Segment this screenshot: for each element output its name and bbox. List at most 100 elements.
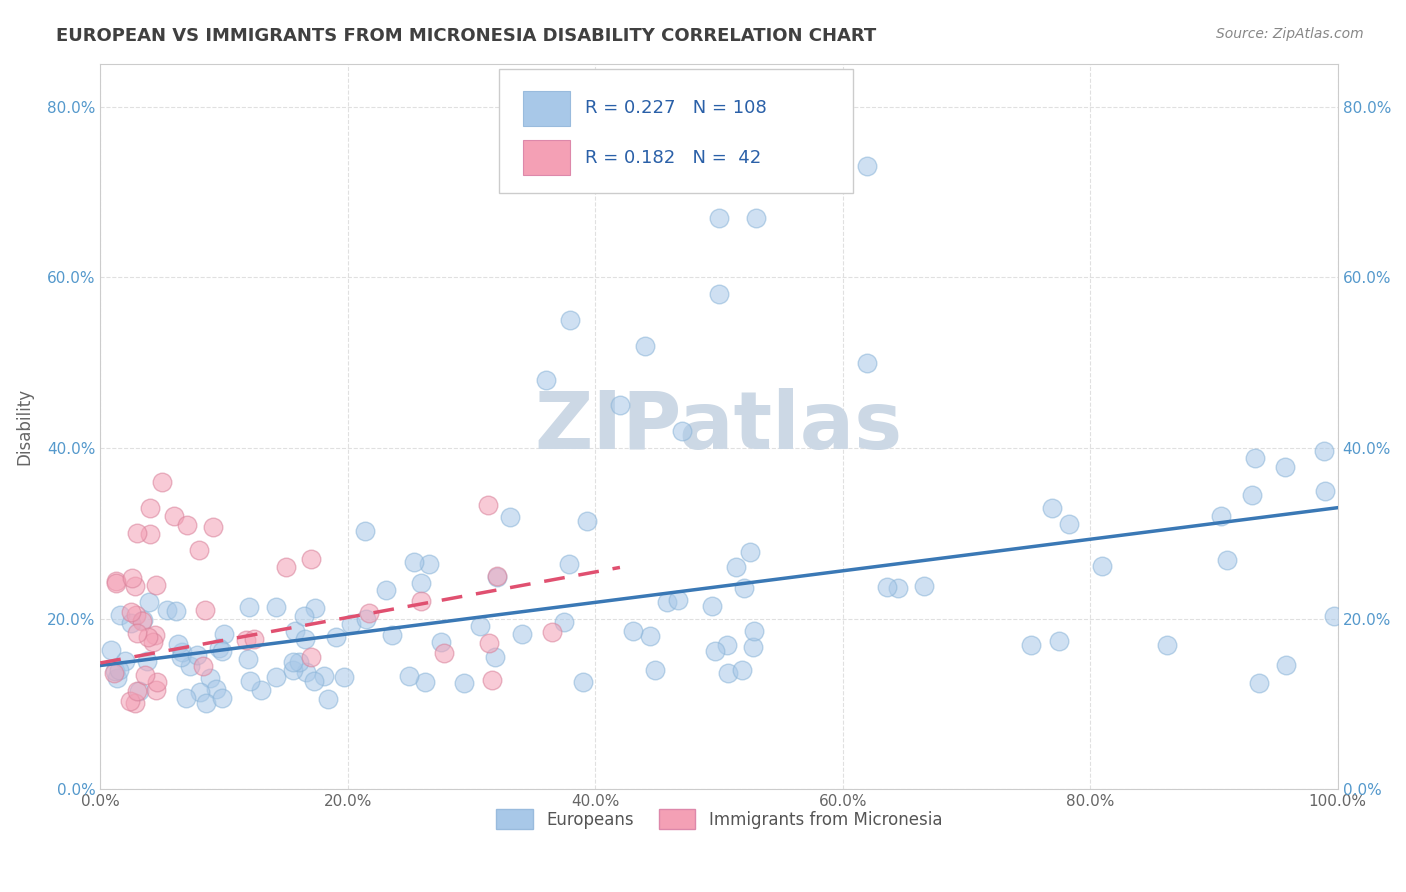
- Text: Source: ZipAtlas.com: Source: ZipAtlas.com: [1216, 27, 1364, 41]
- Point: [145, 578, 167, 592]
- Point: [325, 630, 347, 644]
- Point: [478, 636, 501, 650]
- Point: [733, 581, 755, 595]
- Point: [302, 673, 325, 688]
- Point: [103, 666, 125, 681]
- Bar: [523, 91, 571, 126]
- Point: [1021, 638, 1043, 652]
- Point: [284, 624, 307, 639]
- Point: [155, 603, 177, 617]
- Point: [166, 637, 188, 651]
- Point: [702, 599, 724, 614]
- Point: [558, 557, 581, 571]
- Point: [1156, 639, 1178, 653]
- Point: [250, 683, 273, 698]
- Bar: [523, 140, 571, 175]
- Point: [131, 613, 153, 627]
- Point: [316, 691, 339, 706]
- Y-axis label: Disability: Disability: [15, 388, 32, 466]
- Point: [553, 615, 575, 630]
- Point: [114, 654, 136, 668]
- Point: [499, 509, 522, 524]
- Point: [304, 600, 326, 615]
- Point: [125, 625, 148, 640]
- Point: [281, 655, 304, 669]
- Point: [212, 627, 235, 641]
- Point: [299, 650, 322, 665]
- Point: [211, 690, 233, 705]
- Legend: Europeans, Immigrants from Micronesia: Europeans, Immigrants from Micronesia: [489, 803, 949, 835]
- Point: [238, 599, 260, 614]
- Point: [413, 675, 436, 690]
- Point: [433, 646, 456, 660]
- Point: [211, 644, 233, 658]
- Point: [644, 663, 666, 677]
- Point: [294, 665, 316, 680]
- Point: [621, 624, 644, 639]
- Point: [707, 211, 730, 225]
- Point: [339, 616, 361, 631]
- Point: [657, 595, 679, 609]
- Point: [1209, 509, 1232, 524]
- Point: [912, 579, 935, 593]
- Point: [131, 614, 153, 628]
- Point: [741, 640, 763, 654]
- Point: [124, 607, 146, 622]
- Point: [1274, 459, 1296, 474]
- Point: [484, 649, 506, 664]
- Point: [239, 674, 262, 689]
- Point: [887, 581, 910, 595]
- Point: [292, 609, 315, 624]
- Point: [120, 616, 142, 631]
- Point: [485, 568, 508, 582]
- Point: [354, 524, 377, 539]
- Point: [707, 287, 730, 301]
- Point: [1323, 609, 1346, 624]
- Point: [1313, 444, 1336, 458]
- Point: [139, 500, 162, 515]
- Point: [510, 626, 533, 640]
- Point: [128, 683, 150, 698]
- Point: [186, 648, 208, 662]
- Point: [243, 632, 266, 647]
- Point: [195, 696, 218, 710]
- Point: [576, 514, 599, 528]
- Point: [207, 641, 229, 656]
- Point: [120, 605, 142, 619]
- Point: [163, 509, 186, 524]
- Point: [105, 671, 128, 685]
- Point: [264, 599, 287, 614]
- Point: [125, 684, 148, 698]
- Point: [409, 594, 432, 608]
- Point: [485, 570, 508, 584]
- Point: [138, 595, 160, 609]
- Point: [188, 685, 211, 699]
- Point: [333, 670, 356, 684]
- Point: [127, 526, 149, 541]
- Text: ZIPatlas: ZIPatlas: [534, 388, 903, 466]
- Text: R = 0.182   N =  42: R = 0.182 N = 42: [585, 149, 762, 167]
- Point: [121, 571, 143, 585]
- Point: [136, 654, 159, 668]
- Point: [404, 555, 426, 569]
- Point: [477, 498, 499, 512]
- Point: [124, 696, 146, 710]
- Point: [724, 560, 747, 574]
- Text: R = 0.227   N = 108: R = 0.227 N = 108: [585, 99, 768, 117]
- Point: [638, 629, 661, 643]
- Point: [354, 612, 377, 626]
- Point: [107, 663, 129, 677]
- Point: [856, 356, 879, 370]
- Point: [560, 313, 582, 327]
- Point: [179, 659, 201, 673]
- Point: [176, 517, 198, 532]
- Point: [139, 527, 162, 541]
- Point: [314, 668, 336, 682]
- Point: [264, 670, 287, 684]
- Point: [288, 656, 311, 670]
- Point: [194, 602, 217, 616]
- Point: [150, 475, 173, 489]
- Point: [1315, 483, 1337, 498]
- Point: [188, 543, 211, 558]
- Point: [671, 424, 693, 438]
